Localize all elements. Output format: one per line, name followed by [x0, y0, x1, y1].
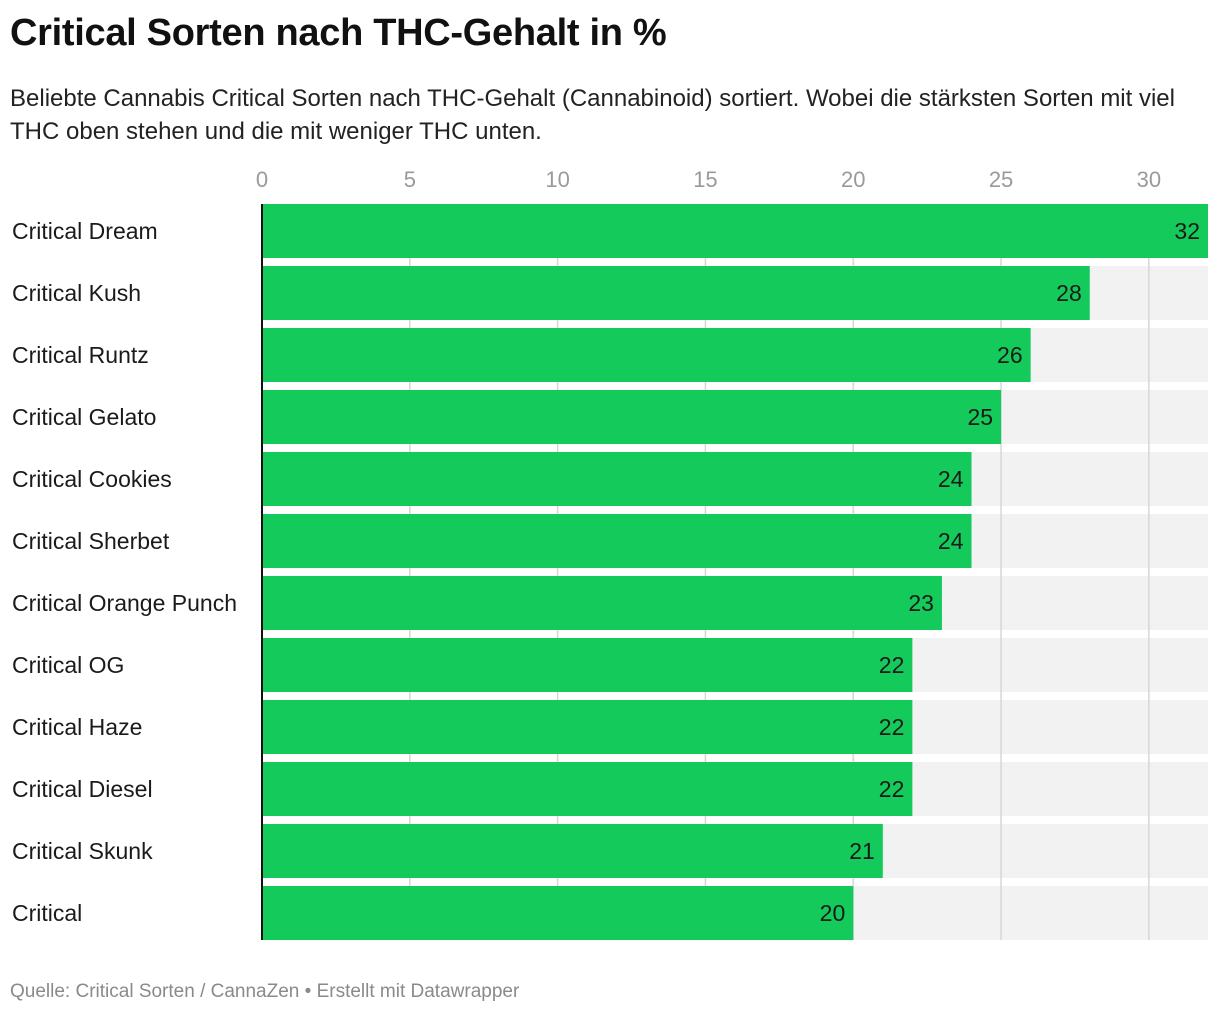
- value-label: 25: [967, 404, 993, 430]
- chart-subtitle: Beliebte Cannabis Critical Sorten nach T…: [10, 85, 1175, 145]
- value-label: 28: [1056, 280, 1082, 306]
- category-label: Critical Kush: [12, 280, 141, 306]
- value-label: 22: [879, 652, 905, 678]
- category-label: Critical: [12, 900, 82, 926]
- category-label: Critical Orange Punch: [12, 590, 237, 616]
- bar: [262, 762, 913, 816]
- chart-title: Critical Sorten nach THC-Gehalt in %: [10, 12, 667, 54]
- bar-layer: [262, 204, 1208, 940]
- value-label: 32: [1174, 218, 1200, 244]
- category-label: Critical Haze: [12, 714, 142, 740]
- value-label: 23: [908, 590, 934, 616]
- bar: [262, 638, 913, 692]
- source-note: Quelle: Critical Sorten / CannaZen • Ers…: [10, 981, 520, 1002]
- tick-label-layer: 0 5 10 15 20 25 30: [256, 167, 1161, 192]
- category-label: Critical Diesel: [12, 776, 153, 802]
- value-label: 22: [879, 776, 905, 802]
- category-label: Critical Gelato: [12, 404, 156, 430]
- bar: [262, 886, 854, 940]
- bar: [262, 700, 913, 754]
- category-label-layer: Critical Dream Critical Kush Critical Runt…: [12, 218, 237, 926]
- x-tick-label: 20: [841, 167, 865, 192]
- value-label: 20: [820, 900, 846, 926]
- bar: [262, 824, 883, 878]
- value-label: 22: [879, 714, 905, 740]
- bar: [262, 328, 1031, 382]
- bar: [262, 452, 972, 506]
- category-label: Critical Cookies: [12, 466, 172, 492]
- value-label: 24: [938, 528, 964, 554]
- value-label-layer: 32 28 26 25 24 24 23 22 22 22 21 20: [820, 218, 1200, 926]
- x-tick-label: 15: [693, 167, 717, 192]
- x-tick-label: 30: [1137, 167, 1161, 192]
- x-tick-label: 0: [256, 167, 268, 192]
- bar: [262, 576, 942, 630]
- bar: [262, 266, 1090, 320]
- x-tick-label: 10: [545, 167, 569, 192]
- value-label: 24: [938, 466, 964, 492]
- bar-chart: 0 5 10 15 20 25 30 Critical Dream Critical Kush…: [12, 167, 1208, 940]
- bar: [262, 204, 1208, 258]
- category-label: Critical Dream: [12, 218, 158, 244]
- grid-layer: [409, 204, 1150, 940]
- category-label: Critical Skunk: [12, 838, 153, 864]
- value-label: 21: [849, 838, 875, 864]
- value-label: 26: [997, 342, 1023, 368]
- category-label: Critical Sherbet: [12, 528, 170, 554]
- category-label: Critical Runtz: [12, 342, 149, 368]
- x-tick-label: 5: [404, 167, 416, 192]
- category-label: Critical OG: [12, 652, 124, 678]
- bar: [262, 514, 972, 568]
- x-tick-label: 25: [989, 167, 1013, 192]
- bar: [262, 390, 1002, 444]
